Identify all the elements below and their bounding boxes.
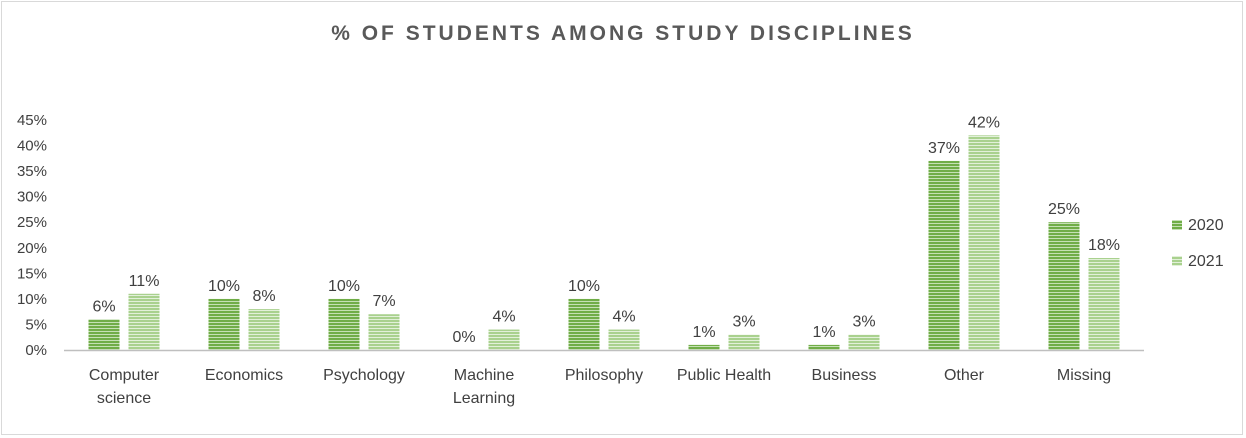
data-label-2020-2: 10% bbox=[328, 278, 360, 295]
x-tick-label: Psychology bbox=[323, 367, 405, 384]
y-tick-label: 45% bbox=[17, 112, 47, 129]
data-label-2021-0: 11% bbox=[129, 273, 160, 290]
y-tick-label: 15% bbox=[17, 265, 47, 282]
bar-2021-6 bbox=[848, 334, 880, 350]
y-tick-label: 10% bbox=[17, 291, 47, 308]
data-label-2021-2: 7% bbox=[372, 293, 395, 310]
x-tick-label: Other bbox=[944, 367, 985, 384]
bar-2020-4 bbox=[568, 298, 600, 350]
bar-2021-0 bbox=[128, 293, 160, 350]
legend: 2020 2021 bbox=[1172, 217, 1224, 270]
data-label-2021-3: 4% bbox=[492, 309, 515, 326]
bar-2021-5 bbox=[728, 334, 760, 350]
data-label-2020-3: 0% bbox=[452, 329, 475, 346]
y-tick-label: 20% bbox=[17, 240, 47, 257]
y-axis: 0% 5% 10% 15% 20% 25% 30% 35% 40% 45% bbox=[17, 112, 47, 359]
bar-2020-2 bbox=[328, 298, 360, 350]
x-tick-label: Public Health bbox=[677, 367, 771, 384]
y-tick-label: 30% bbox=[17, 189, 47, 206]
data-label-2021-1: 8% bbox=[252, 288, 275, 305]
bar-2021-2 bbox=[368, 314, 400, 350]
bar-2020-7 bbox=[928, 160, 960, 350]
y-tick-label: 25% bbox=[17, 214, 47, 231]
x-axis: Computer science Economics Psychology Machin… bbox=[64, 349, 1144, 407]
bars bbox=[88, 135, 1120, 350]
bar-2021-7 bbox=[968, 135, 1000, 350]
y-tick-label: 35% bbox=[17, 163, 47, 180]
x-tick-label: science bbox=[97, 390, 151, 407]
x-tick-label: Computer bbox=[89, 367, 160, 384]
data-label-2021-6: 3% bbox=[852, 314, 875, 331]
data-label-2021-4: 4% bbox=[612, 309, 635, 326]
y-tick-label: 0% bbox=[25, 342, 47, 359]
x-tick-label: Missing bbox=[1057, 367, 1111, 384]
x-tick-label: Business bbox=[812, 367, 877, 384]
data-label-2020-5: 1% bbox=[692, 324, 715, 341]
x-tick-label: Machine bbox=[454, 367, 515, 384]
data-label-2020-1: 10% bbox=[208, 278, 240, 295]
legend-swatch-2021 bbox=[1172, 256, 1182, 266]
legend-swatch-2020 bbox=[1172, 220, 1182, 230]
bar-2021-4 bbox=[608, 329, 640, 350]
data-label-2020-6: 1% bbox=[812, 324, 835, 341]
bar-2020-1 bbox=[208, 298, 240, 350]
data-label-2021-8: 18% bbox=[1088, 237, 1120, 254]
y-tick-label: 40% bbox=[17, 138, 47, 155]
data-label-2021-7: 42% bbox=[968, 114, 1000, 131]
x-tick-label: Learning bbox=[453, 390, 515, 407]
data-label-2020-8: 25% bbox=[1048, 201, 1080, 218]
bar-2021-3 bbox=[488, 329, 520, 350]
bar-2020-0 bbox=[88, 319, 120, 350]
bar-2020-6 bbox=[808, 344, 840, 350]
data-labels: 6% 11% 10% 8% 10% 7% 0% 4% 10% 4% 1% 3% 1% 3% 37% 42% 25… bbox=[92, 114, 1120, 346]
bar-2020-8 bbox=[1048, 222, 1080, 350]
bar-2021-8 bbox=[1088, 258, 1120, 350]
chart-title: % OF STUDENTS AMONG STUDY DISCIPLINES bbox=[331, 22, 915, 45]
data-label-2020-0: 6% bbox=[92, 298, 115, 315]
bar-2020-5 bbox=[688, 344, 720, 350]
x-tick-label: Economics bbox=[205, 367, 283, 384]
legend-label-2020: 2020 bbox=[1188, 217, 1224, 234]
x-tick-label: Philosophy bbox=[565, 367, 643, 384]
bar-2021-1 bbox=[248, 309, 280, 350]
legend-label-2021: 2021 bbox=[1188, 253, 1224, 270]
data-label-2021-5: 3% bbox=[732, 314, 755, 331]
data-label-2020-4: 10% bbox=[568, 278, 600, 295]
y-tick-label: 5% bbox=[25, 316, 47, 333]
data-label-2020-7: 37% bbox=[928, 140, 960, 157]
